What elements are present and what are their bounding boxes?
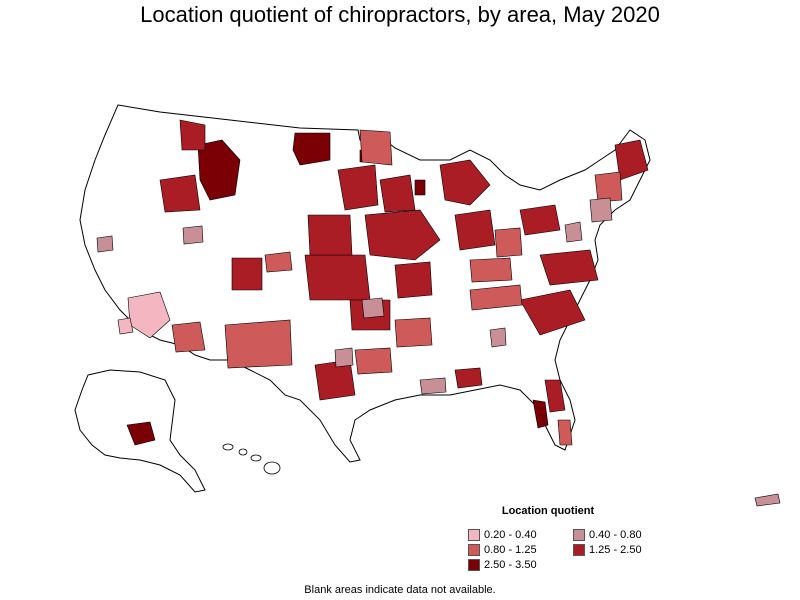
legend-item-1: 0.40 - 0.80	[573, 529, 673, 541]
region-tennessee	[469, 284, 523, 311]
region-maine	[614, 139, 649, 181]
region-montana-north	[292, 132, 331, 166]
region-texas-central	[314, 359, 356, 401]
region-texas-west	[334, 347, 354, 368]
region-wyoming-colorado	[182, 225, 204, 245]
legend-label: 2.50 - 3.50	[484, 559, 537, 571]
legend-swatch	[468, 559, 480, 571]
legend-item-3: 1.25 - 2.50	[573, 544, 673, 556]
region-idaho-west	[159, 174, 201, 213]
region-california-bay	[96, 235, 114, 253]
region-arizona-east	[171, 321, 206, 353]
region-indiana-ohio	[454, 209, 496, 251]
legend-label: 0.20 - 0.40	[484, 529, 537, 541]
map-title: Location quotient of chiropractors, by a…	[140, 2, 660, 27]
region-hawaii-puerto	[754, 493, 781, 507]
legend-item-4: 2.50 - 3.50	[468, 559, 573, 571]
region-pennsylvania	[519, 204, 561, 236]
region-maryland	[564, 221, 583, 243]
region-arkansas	[394, 317, 433, 348]
region-minnesota-dakota	[337, 164, 379, 211]
region-michigan	[439, 159, 491, 206]
region-wisconsin	[379, 174, 416, 213]
hawaii-islands	[222, 443, 281, 475]
region-iowa-illinois	[364, 209, 441, 261]
region-kentucky	[469, 257, 513, 283]
region-north-dakota-east	[359, 129, 393, 166]
region-georgia-north	[489, 327, 507, 348]
region-idaho-montana	[197, 139, 241, 201]
region-florida-gulf	[532, 399, 549, 429]
region-mississippi	[419, 377, 447, 395]
legend-label: 0.80 - 1.25	[484, 544, 537, 556]
region-florida-south	[557, 419, 573, 446]
legend: Location quotient 0.20 - 0.40 0.40 - 0.8…	[468, 505, 668, 571]
region-california-south	[117, 317, 134, 335]
legend-swatch	[573, 529, 585, 541]
region-ohio-east	[494, 227, 523, 258]
region-utah	[264, 251, 293, 273]
legend-swatch	[468, 544, 480, 556]
region-louisiana	[354, 347, 393, 375]
region-georgia-carolina	[519, 289, 586, 336]
region-alabama	[454, 367, 483, 389]
region-alaska-central	[126, 421, 156, 446]
legend-swatch	[468, 529, 480, 541]
region-colorado	[231, 257, 263, 291]
region-new-mexico	[224, 319, 293, 369]
region-fills	[96, 119, 781, 507]
legend-label: 1.25 - 2.50	[589, 544, 642, 556]
region-washington-east	[179, 119, 206, 151]
legend-label: 0.40 - 0.80	[589, 529, 642, 541]
legend-swatch	[573, 544, 585, 556]
region-missouri	[394, 261, 433, 299]
region-florida-east	[544, 379, 566, 413]
legend-item-2: 0.80 - 1.25	[468, 544, 573, 556]
region-new-england	[594, 171, 623, 203]
region-kansas	[304, 254, 371, 301]
region-oklahoma-east	[361, 297, 385, 319]
legend-title: Location quotient	[501, 505, 595, 517]
footnote: Blank areas indicate data not available.	[304, 584, 496, 596]
region-new-york	[589, 197, 613, 223]
region-virginia	[539, 249, 599, 286]
region-minnesota	[414, 179, 426, 196]
region-nebraska	[307, 214, 353, 256]
legend-item-0: 0.20 - 0.40	[468, 529, 573, 541]
